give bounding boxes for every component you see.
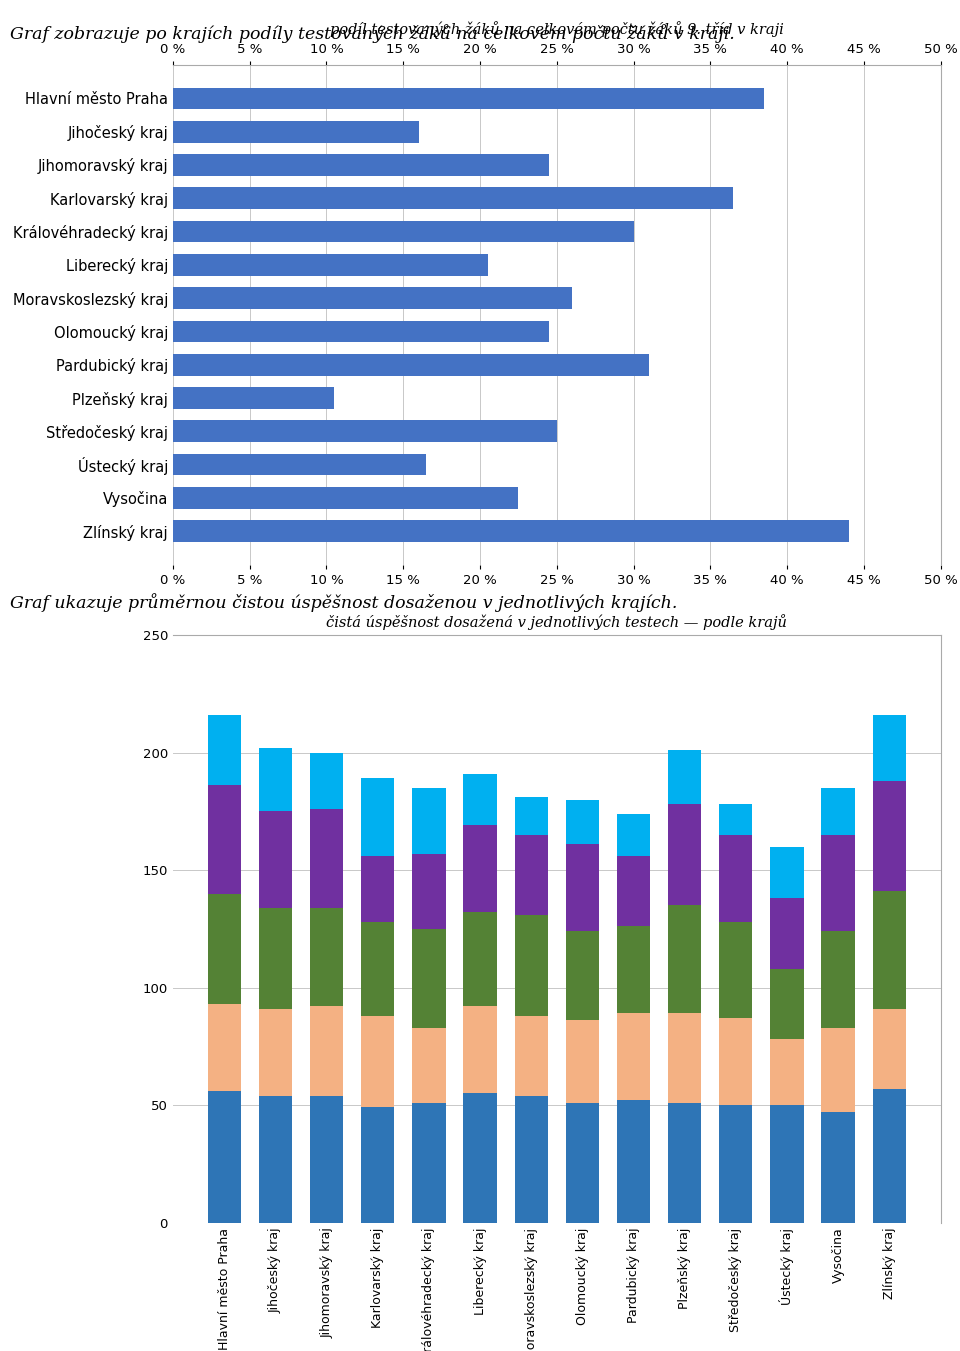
Bar: [310, 809, 344, 908]
Bar: [617, 813, 650, 857]
Bar: [173, 420, 557, 442]
Bar: [668, 1102, 702, 1223]
Bar: [617, 857, 650, 927]
Bar: [173, 520, 849, 542]
Bar: [173, 254, 488, 276]
Bar: [668, 1013, 702, 1102]
Bar: [361, 857, 395, 921]
Bar: [565, 1102, 599, 1223]
Bar: [310, 1006, 344, 1096]
Bar: [719, 835, 753, 921]
Bar: [617, 927, 650, 1013]
Bar: [310, 908, 344, 1006]
Bar: [173, 188, 733, 209]
Bar: [173, 320, 549, 342]
Bar: [770, 847, 804, 898]
Bar: [310, 753, 344, 809]
Bar: [719, 921, 753, 1019]
Bar: [770, 898, 804, 969]
Bar: [173, 454, 426, 476]
Bar: [822, 1028, 854, 1112]
Bar: [515, 835, 548, 915]
Bar: [617, 1101, 650, 1223]
Bar: [873, 1089, 906, 1223]
Bar: [173, 288, 572, 309]
Bar: [259, 908, 292, 1009]
Bar: [822, 931, 854, 1028]
Bar: [565, 800, 599, 844]
Title: čistá úspěšnost dosažená v jednotlivých testech — podle krajů: čistá úspěšnost dosažená v jednotlivých …: [326, 613, 787, 630]
Bar: [565, 1020, 599, 1102]
Bar: [719, 1105, 753, 1223]
Bar: [719, 1019, 753, 1105]
Bar: [173, 154, 549, 176]
Bar: [668, 804, 702, 905]
Bar: [464, 1006, 496, 1093]
Bar: [822, 788, 854, 835]
Bar: [173, 120, 419, 142]
Bar: [259, 1096, 292, 1223]
Bar: [361, 1016, 395, 1108]
Bar: [207, 893, 241, 1004]
Bar: [259, 1009, 292, 1096]
Bar: [873, 1009, 906, 1089]
Title: podíl testovaných žáků na celkovém počtu žáků 9. tříd v kraji: podíl testovaných žáků na celkovém počtu…: [330, 22, 783, 38]
Bar: [173, 354, 649, 376]
Bar: [464, 825, 496, 912]
Bar: [412, 1102, 445, 1223]
Bar: [668, 905, 702, 1013]
Text: Graf ukazuje průměrnou čistou úspěšnost dosaženou v jednotlivých krajích.: Graf ukazuje průměrnou čistou úspěšnost …: [10, 593, 677, 612]
Bar: [873, 781, 906, 892]
Bar: [361, 1108, 395, 1223]
Bar: [873, 892, 906, 1009]
Bar: [361, 778, 395, 857]
Bar: [464, 774, 496, 825]
Bar: [412, 854, 445, 929]
Bar: [515, 1016, 548, 1096]
Bar: [565, 844, 599, 931]
Bar: [719, 804, 753, 835]
Bar: [412, 1028, 445, 1102]
Bar: [173, 488, 518, 509]
Bar: [259, 748, 292, 811]
Bar: [310, 1096, 344, 1223]
Bar: [617, 1013, 650, 1101]
Bar: [515, 1096, 548, 1223]
Bar: [770, 1039, 804, 1105]
Bar: [515, 797, 548, 835]
Bar: [515, 915, 548, 1016]
Bar: [412, 929, 445, 1028]
Bar: [668, 750, 702, 804]
Bar: [822, 1112, 854, 1223]
Bar: [412, 788, 445, 854]
Bar: [259, 811, 292, 908]
Bar: [770, 969, 804, 1039]
Bar: [207, 1092, 241, 1223]
Bar: [361, 921, 395, 1016]
Bar: [822, 835, 854, 931]
Bar: [173, 388, 334, 409]
Bar: [565, 931, 599, 1020]
Bar: [173, 220, 634, 242]
Bar: [770, 1105, 804, 1223]
Bar: [464, 912, 496, 1006]
Bar: [207, 715, 241, 785]
Bar: [464, 1093, 496, 1223]
Text: Graf zobrazuje po krajích podíly testovaných žáků na celkovém počtu žáků v kraji: Graf zobrazuje po krajích podíly testova…: [10, 24, 734, 42]
Bar: [873, 715, 906, 781]
Bar: [207, 785, 241, 893]
Bar: [207, 1004, 241, 1092]
Bar: [173, 88, 764, 109]
